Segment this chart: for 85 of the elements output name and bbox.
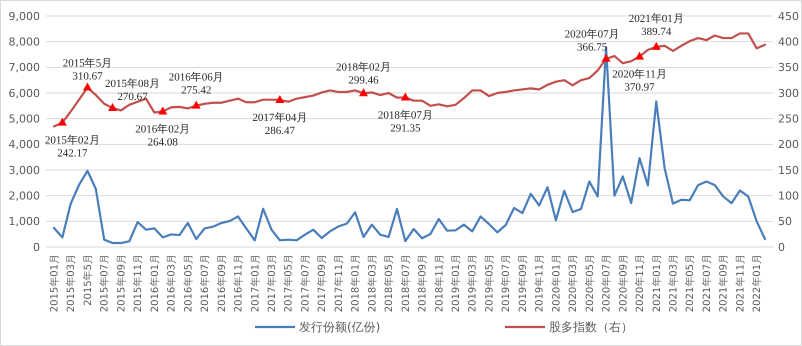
- x-tick-label: 2019年05月: [483, 254, 496, 312]
- x-tick-label: 2021年07月: [700, 254, 713, 312]
- x-tick-label: 2016年09月: [216, 254, 228, 312]
- x-tick-label: 2019年07月: [500, 254, 512, 312]
- x-tick-label: 2016年03月: [166, 254, 178, 312]
- annotation: 2018年07月 291.35: [378, 110, 433, 135]
- x-tick-label: 2018年03月: [366, 254, 378, 312]
- x-tick-label: 2020年05月: [584, 254, 596, 312]
- point: [58, 118, 67, 126]
- x-tick-label: 2018年11月: [433, 254, 446, 312]
- y-tick-label: 7,000: [8, 61, 40, 74]
- x-tick-label: 2017年01月: [249, 254, 262, 312]
- x-tick-label: 2019年09月: [516, 254, 529, 312]
- annotation: 2018年02月 299.46: [336, 61, 391, 86]
- x-tick-label: 2015年01月: [48, 254, 60, 312]
- x-tick-label: 2021年03月: [667, 254, 680, 312]
- point: [192, 100, 201, 109]
- x-tick-label: 2022年01月: [751, 254, 764, 312]
- x-tick-label: 2020年07月: [600, 254, 613, 312]
- y-tick-label: 9,000: [8, 10, 40, 23]
- y2-tick-label: 300: [778, 86, 799, 100]
- x-tick-label: 2016年01月: [148, 254, 161, 312]
- y2-tick-label: 400: [778, 36, 799, 49]
- x-tick-label: 2015年5月: [82, 254, 94, 306]
- y2-tick-label: 150: [778, 164, 799, 177]
- y2-tick-label: 0: [778, 240, 785, 254]
- x-tick-label: 2021年05月: [684, 254, 696, 312]
- y-tick-label: 0: [33, 240, 40, 254]
- y-tick-label: 1,000: [8, 215, 40, 228]
- point: [82, 82, 92, 91]
- x-tick-label: 2017年11月: [332, 254, 345, 312]
- x-tick-label: 2021年09月: [718, 254, 730, 312]
- x-tick-label: 2016年11月: [232, 254, 245, 312]
- x-tick-label: 2018年09月: [416, 254, 429, 312]
- point: [635, 52, 644, 60]
- point: [108, 103, 118, 112]
- point: [652, 42, 661, 50]
- annotation: 2016年06月 275.42: [168, 72, 224, 97]
- x-tick-label: 2020年11月: [634, 254, 646, 312]
- y-tick-label: 2,000: [8, 190, 40, 203]
- y2-tick-label: 350: [778, 61, 799, 74]
- annotation: 2020年11月 370.97: [612, 68, 667, 94]
- x-tick-label: 2015年07月: [98, 254, 111, 312]
- y2-tick-label: 450: [778, 10, 799, 23]
- y-tick-label: 5,000: [8, 112, 40, 126]
- y2-tick-label: 50: [778, 215, 792, 228]
- point: [400, 92, 410, 100]
- y-tick-label: 4,000: [8, 138, 40, 152]
- x-tick-label: 2021年11月: [734, 254, 746, 312]
- x-tick-label: 2015年11月: [132, 254, 144, 312]
- x-tick-label: 2017年05月: [282, 254, 295, 312]
- x-tick-label: 2015年09月: [115, 254, 128, 312]
- legend-label: 股多指数（右）: [549, 320, 633, 334]
- x-tick-label: 2018年07月: [400, 254, 412, 312]
- point: [275, 94, 284, 103]
- y2-tick-label: 250: [778, 112, 799, 126]
- x-tick-label: 2017年03月: [266, 254, 278, 312]
- annotation: 2016年02月 264.08: [135, 124, 190, 149]
- y2-tick-label: 200: [778, 138, 799, 152]
- x-tick-label: 2015年03月: [65, 254, 78, 312]
- x-tick-label: 2020年09月: [617, 254, 630, 312]
- annotation: 2020年07月 366.75: [564, 28, 620, 54]
- annotation: 2015年02月 242.17: [44, 134, 100, 160]
- x-tick-label: 2019年11月: [534, 254, 546, 312]
- y-tick-label: 8,000: [8, 36, 40, 49]
- annotation: 2017年04月 286.47: [252, 112, 308, 138]
- y2-tick-label: 100: [778, 190, 799, 203]
- x-tick-label: 2019年01月: [450, 254, 462, 312]
- point: [358, 88, 368, 96]
- annotation: 2021年01月 389.74: [628, 13, 684, 38]
- legend-label: 发行份额(亿份): [299, 320, 380, 334]
- x-tick-label: 2016年05月: [182, 254, 194, 312]
- x-tick-label: 2020年03月: [567, 254, 580, 312]
- point: [158, 106, 168, 114]
- x-tick-label: 2020年01月: [550, 254, 562, 312]
- x-tick-label: 2018年05月: [383, 254, 396, 312]
- x-tick-label: 2017年09月: [316, 254, 328, 312]
- y-tick-label: 3,000: [8, 164, 40, 177]
- x-tick-label: 2021年01月: [650, 254, 663, 312]
- x-tick-label: 2017年07月: [299, 254, 312, 312]
- y-tick-label: 6,000: [8, 86, 40, 100]
- x-tick-label: 2018年01月: [350, 254, 362, 312]
- point: [602, 54, 611, 62]
- x-tick-label: 2019年03月: [466, 254, 479, 312]
- x-tick-label: 2016年07月: [199, 254, 212, 312]
